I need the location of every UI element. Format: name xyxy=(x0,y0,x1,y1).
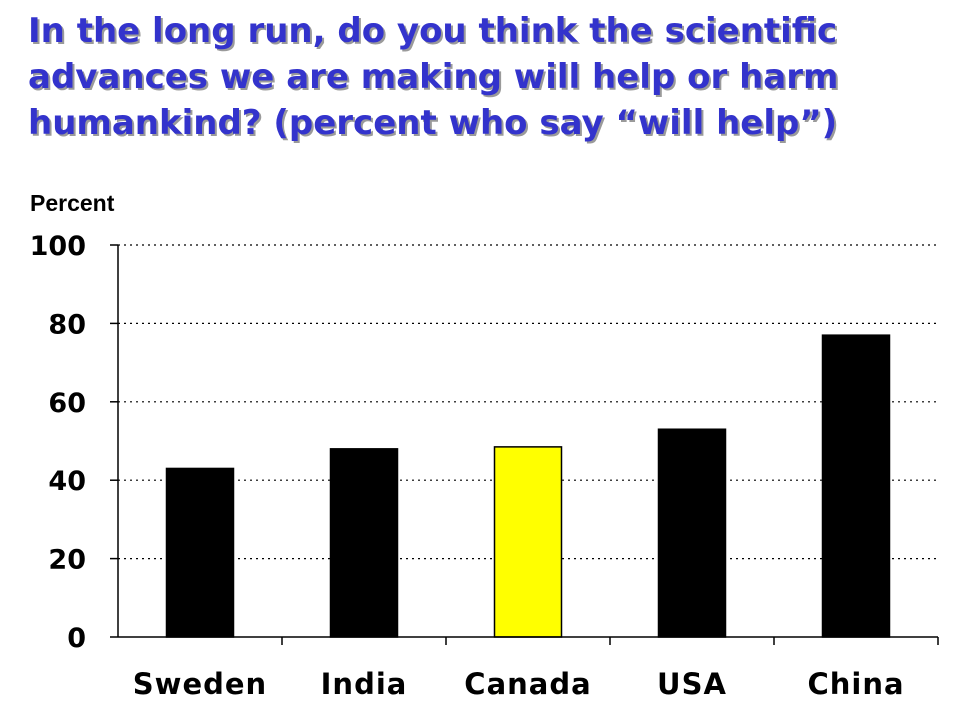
bars xyxy=(165,334,891,638)
bar-india xyxy=(329,448,399,638)
x-tick-label: China xyxy=(807,667,904,701)
y-tick-label: 100 xyxy=(30,231,86,262)
y-tick-label: 60 xyxy=(48,388,86,419)
x-tick-label: Canada xyxy=(464,667,591,701)
x-tick-label: India xyxy=(321,667,408,701)
x-tick-label: USA xyxy=(657,667,727,701)
chart-title: In the long run, do you think the scient… xyxy=(28,11,839,143)
bar-usa xyxy=(657,428,727,638)
bar-sweden xyxy=(165,467,235,638)
y-axis-label: Percent xyxy=(30,190,115,216)
bar-canada xyxy=(493,446,563,638)
bar-china xyxy=(821,334,891,638)
y-tick-label: 40 xyxy=(48,466,86,497)
y-tick-label: 0 xyxy=(67,623,86,654)
y-tick-label: 80 xyxy=(48,309,86,340)
axes xyxy=(110,244,939,645)
y-tick-label: 20 xyxy=(48,545,86,576)
x-tick-label: Sweden xyxy=(133,667,267,701)
x-tick-labels: Sweden India Canada USA China xyxy=(133,667,904,701)
y-tick-labels: 0 20 40 60 80 100 xyxy=(30,231,86,654)
